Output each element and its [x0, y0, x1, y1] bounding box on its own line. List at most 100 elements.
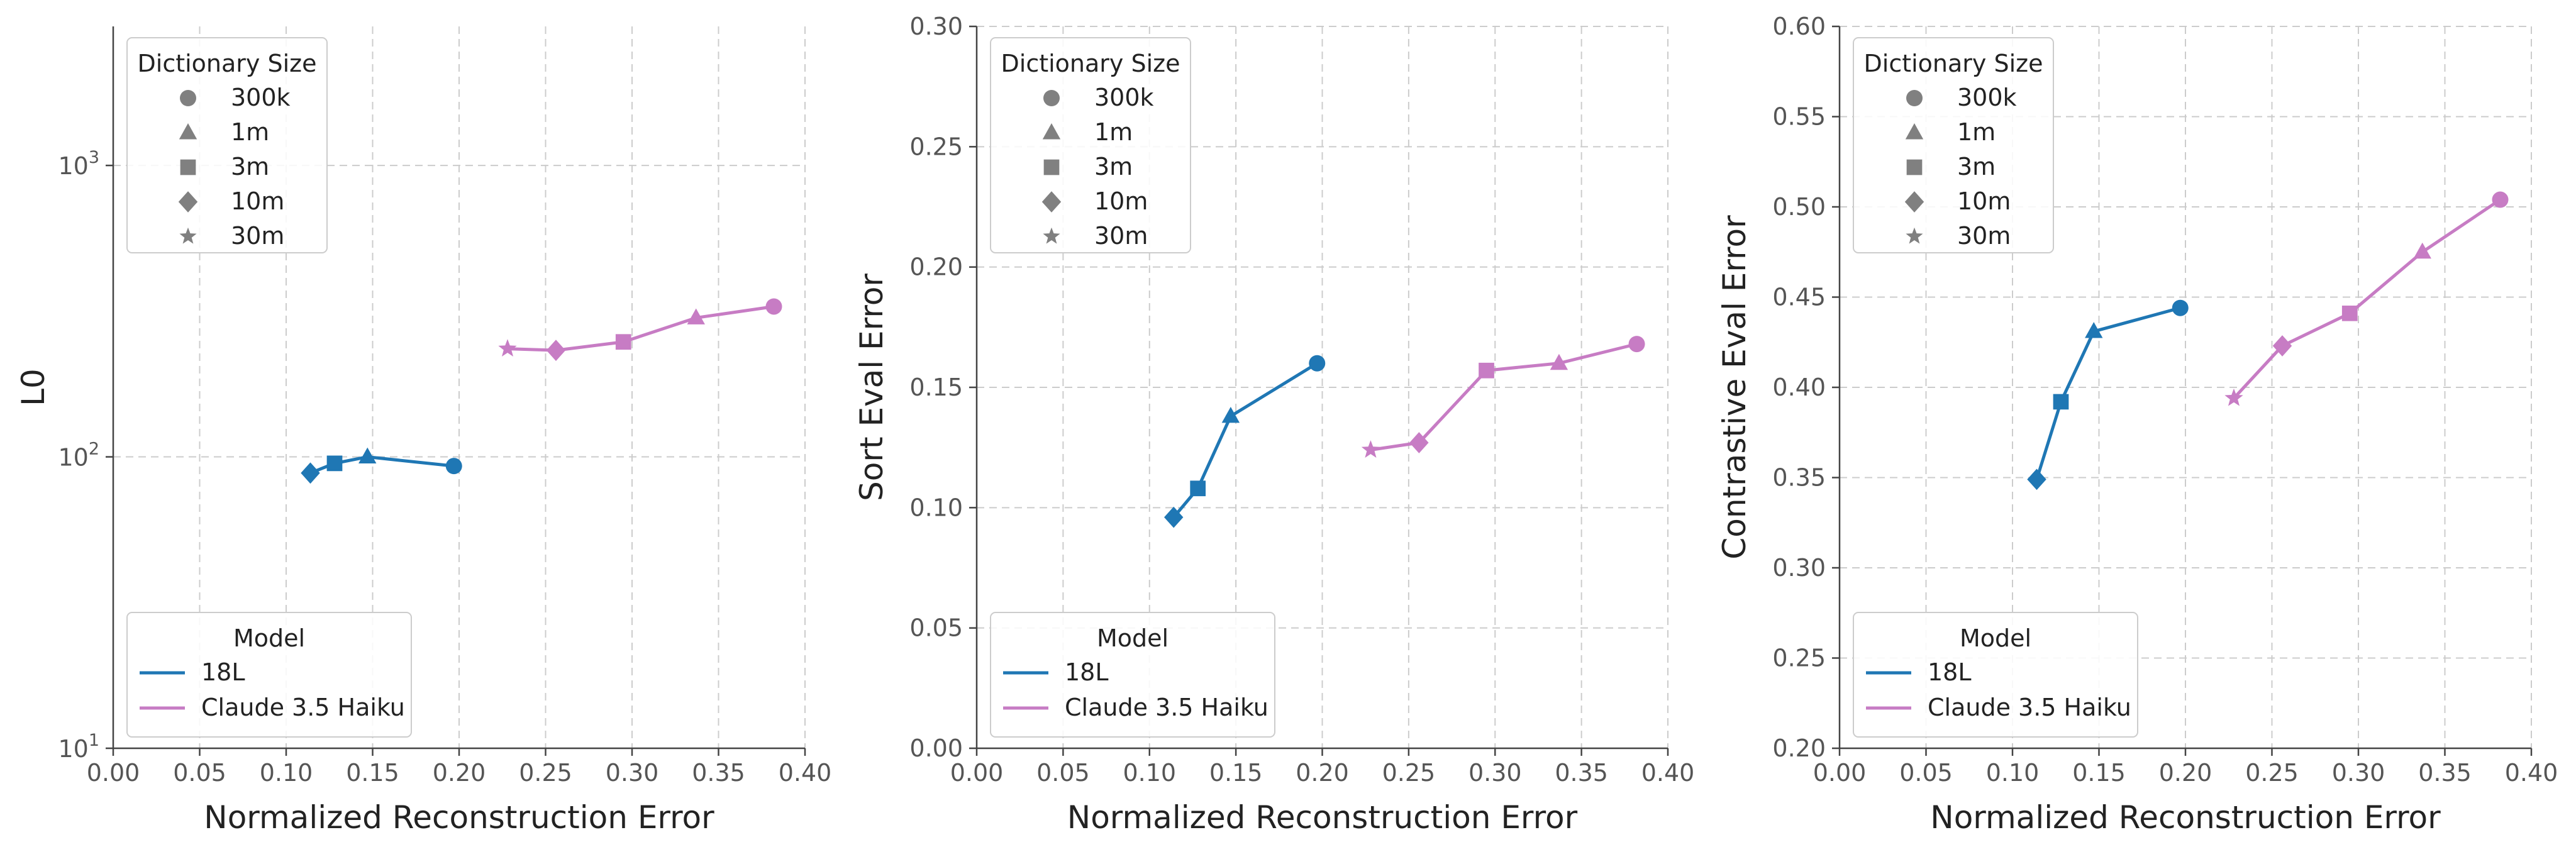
data-point-1m [2085, 322, 2103, 338]
data-point-300k [1628, 336, 1645, 353]
y-tick-label: 0.00 [909, 734, 963, 762]
series-line [309, 455, 455, 475]
data-point-1m [687, 308, 705, 324]
legend-label: Claude 3.5 Haiku [201, 694, 405, 721]
legend-marker-3m [1906, 159, 1923, 175]
y-tick-label: 0.25 [909, 133, 963, 160]
legend-label: 18L [1065, 658, 1109, 686]
x-tick-label: 0.05 [1899, 759, 1953, 787]
data-point-3m [615, 334, 631, 350]
data-point-3m [1479, 362, 1494, 379]
y-tick-exponent: 2 [89, 440, 99, 459]
legend-title: Dictionary Size [1001, 50, 1180, 77]
legend-marker-30m [1906, 227, 1923, 244]
legend-marker-300k [1906, 90, 1923, 106]
legend-label: 300k [1094, 84, 1154, 111]
y-tick-label: 103 [58, 148, 99, 180]
y-tick-label: 0.10 [909, 494, 963, 521]
series-line [2233, 198, 2501, 399]
legend-marker-1m [1042, 123, 1061, 140]
series-claude-3-5-haiku [1361, 336, 1645, 458]
data-point-30m [498, 339, 517, 357]
x-tick-label: 0.40 [2505, 759, 2558, 787]
series-claude-3-5-haiku [2224, 191, 2509, 406]
data-point-3m [326, 455, 343, 472]
legend-title: Dictionary Size [138, 50, 317, 77]
y-tick-label: 0.45 [1772, 284, 1826, 311]
legend-box [1853, 612, 2138, 738]
legend-label: 3m [231, 153, 269, 180]
legend-marker-10m [1041, 191, 1062, 213]
legend-label: 30m [1094, 222, 1148, 250]
legend-label: 3m [1094, 153, 1133, 180]
legend-marker-3m [1043, 159, 1060, 175]
x-tick-label: 0.00 [87, 759, 140, 787]
legend-dictionary-size: Dictionary Size 300k 1m 3m 10m 30m [1853, 37, 2054, 253]
legend-label: 30m [231, 222, 284, 250]
x-tick-label: 0.35 [1555, 759, 1608, 787]
y-tick-label: 0.55 [1772, 103, 1826, 131]
legend-label: 300k [231, 84, 291, 111]
y-tick-label: 0.05 [909, 614, 963, 642]
x-tick-label: 0.35 [692, 759, 745, 787]
data-point-10m [301, 462, 320, 484]
data-point-1m [358, 447, 377, 464]
x-tick-label: 0.10 [1123, 759, 1176, 787]
legend-title: Model [233, 624, 305, 652]
legend-marker-30m [179, 227, 197, 244]
data-point-300k [445, 458, 462, 475]
data-point-300k [2492, 191, 2509, 208]
y-tick-label: 0.40 [1772, 374, 1826, 401]
x-tick-label: 0.05 [1036, 759, 1090, 787]
legend-label: 1m [231, 118, 269, 146]
legend-label: 3m [1957, 153, 1996, 180]
legend-label: Claude 3.5 Haiku [1065, 694, 1269, 721]
data-point-10m [1164, 506, 1184, 528]
data-point-10m [546, 340, 566, 362]
legend-dictionary-size: Dictionary Size 300k 1m 3m 10m 30m [126, 37, 328, 253]
legend-label: 10m [1094, 187, 1148, 215]
data-point-1m [1221, 406, 1240, 423]
data-point-300k [765, 298, 782, 315]
legend-marker-1m [179, 123, 197, 140]
legend-label: 1m [1957, 118, 1996, 146]
legend-box [126, 37, 328, 253]
series-line [2035, 306, 2181, 480]
data-point-3m [2341, 305, 2358, 321]
y-tick-label: 0.20 [909, 253, 963, 281]
x-tick-label: 0.40 [779, 759, 832, 787]
series-line [1172, 362, 1318, 519]
x-axis-title: Normalized Reconstruction Error [204, 799, 714, 836]
series-18l [2027, 299, 2189, 490]
x-tick-label: 0.25 [519, 759, 572, 787]
chart-panel-3: 0.00 0.05 0.10 0.15 0.20 0.25 0.30 0.35 0.40 0.20… [1716, 13, 2558, 836]
data-point-10m [2272, 335, 2292, 357]
legend-box [990, 37, 1191, 253]
legend-title: Model [1097, 624, 1169, 652]
y-tick-label: 0.15 [909, 374, 963, 401]
x-tick-label: 0.35 [2418, 759, 2472, 787]
data-point-1m [2413, 242, 2431, 259]
legend-label: 300k [1957, 84, 2017, 111]
legend-label: Claude 3.5 Haiku [1928, 694, 2131, 721]
legend-dictionary-size: Dictionary Size 300k 1m 3m 10m 30m [990, 37, 1191, 253]
y-tick-label: 102 [58, 440, 99, 472]
x-tick-label: 0.30 [2332, 759, 2385, 787]
legend-marker-10m [178, 191, 198, 213]
legend-title: Model [1960, 624, 2031, 652]
x-tick-label: 0.25 [1382, 759, 1436, 787]
y-tick-label: 0.50 [1772, 193, 1826, 221]
data-point-30m [1361, 440, 1380, 458]
y-tick-base: 10 [58, 444, 88, 472]
legend-marker-30m [1043, 227, 1060, 244]
y-axis-title: Contrastive Eval Error [1716, 215, 1753, 560]
y-tick-label: 0.30 [1772, 554, 1826, 582]
legend-label: 30m [1957, 222, 2011, 250]
legend-box [990, 612, 1275, 738]
y-axis-title: Sort Eval Error [853, 274, 890, 501]
x-tick-label: 0.15 [2072, 759, 2126, 787]
series-line [1370, 342, 1638, 451]
y-tick-label: 0.35 [1772, 464, 1826, 492]
x-tick-label: 0.15 [346, 759, 399, 787]
